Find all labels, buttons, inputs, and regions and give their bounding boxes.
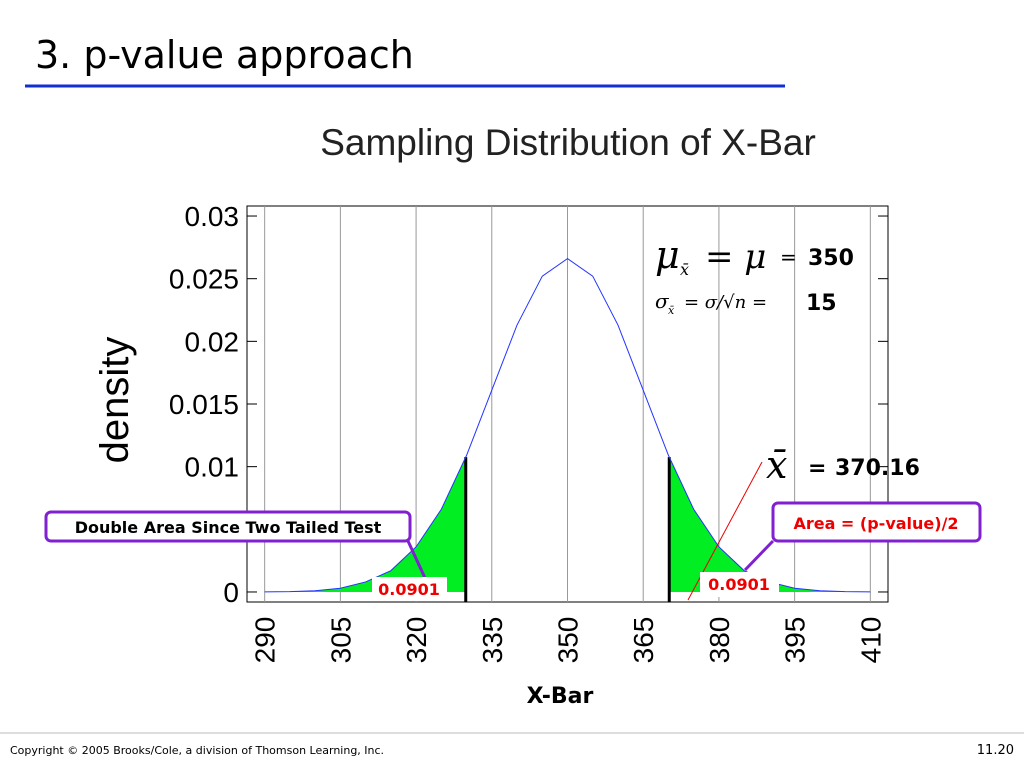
y-tick-label: 0 — [223, 577, 239, 608]
formula-eq: = μ — [705, 237, 766, 277]
x-tick-label: 290 — [250, 617, 281, 664]
area-label: 0.0901 — [378, 580, 440, 599]
area-label: 0.0901 — [708, 575, 770, 594]
callout-box — [44, 510, 412, 543]
y-axis-label: density — [93, 337, 137, 464]
area-label-bg — [700, 572, 779, 597]
pointer — [406, 540, 427, 579]
x-axis-label: X-Bar — [527, 684, 594, 709]
x-tick-label: 395 — [780, 617, 811, 664]
x-tick-label: 320 — [401, 617, 432, 664]
pointer — [743, 539, 775, 572]
x-tick-label: 305 — [325, 617, 356, 664]
area-label-bg — [372, 577, 447, 601]
formula-sub: x̄ — [680, 260, 689, 279]
xbar-value: 370.16 — [835, 456, 920, 481]
x-tick-label: 335 — [477, 617, 508, 664]
y-tick-label: 0.025 — [169, 264, 239, 295]
y-tick-label: 0.02 — [185, 326, 240, 357]
formula-symbol: σ — [655, 289, 670, 313]
formula-eq: = — [780, 245, 797, 269]
chart-title: Sampling Distribution of X-Bar — [320, 122, 816, 163]
y-tick-label: 0.03 — [185, 201, 240, 232]
x-tick-label: 410 — [855, 617, 886, 664]
xbar-symbol: x̄ — [766, 443, 787, 487]
tail-area — [669, 457, 871, 592]
xbar-eq: = — [808, 456, 826, 481]
callout: Double Area Since Two Tailed Test — [75, 518, 382, 537]
x-tick-label: 365 — [628, 617, 659, 664]
callout-box — [771, 501, 982, 543]
y-tick-label: 0.015 — [169, 389, 239, 420]
footer: Copyright © 2005 Brooks/Cole, a division… — [10, 744, 384, 757]
formula-sub: x̄ — [668, 304, 675, 317]
mean-value: 350 — [808, 246, 854, 271]
formula-eq: = σ/√n = — [684, 292, 767, 313]
x-tick-label: 380 — [704, 617, 735, 664]
slide-title: 3. p-value approach — [35, 33, 414, 77]
sd-value: 15 — [806, 291, 837, 316]
page-number: 11.20 — [977, 743, 1014, 758]
x-tick-label: 350 — [553, 617, 584, 664]
callout: Area = (p-value)/2 — [793, 514, 958, 533]
y-tick-label: 0.01 — [185, 452, 240, 483]
formula-symbol: μ — [655, 233, 680, 277]
